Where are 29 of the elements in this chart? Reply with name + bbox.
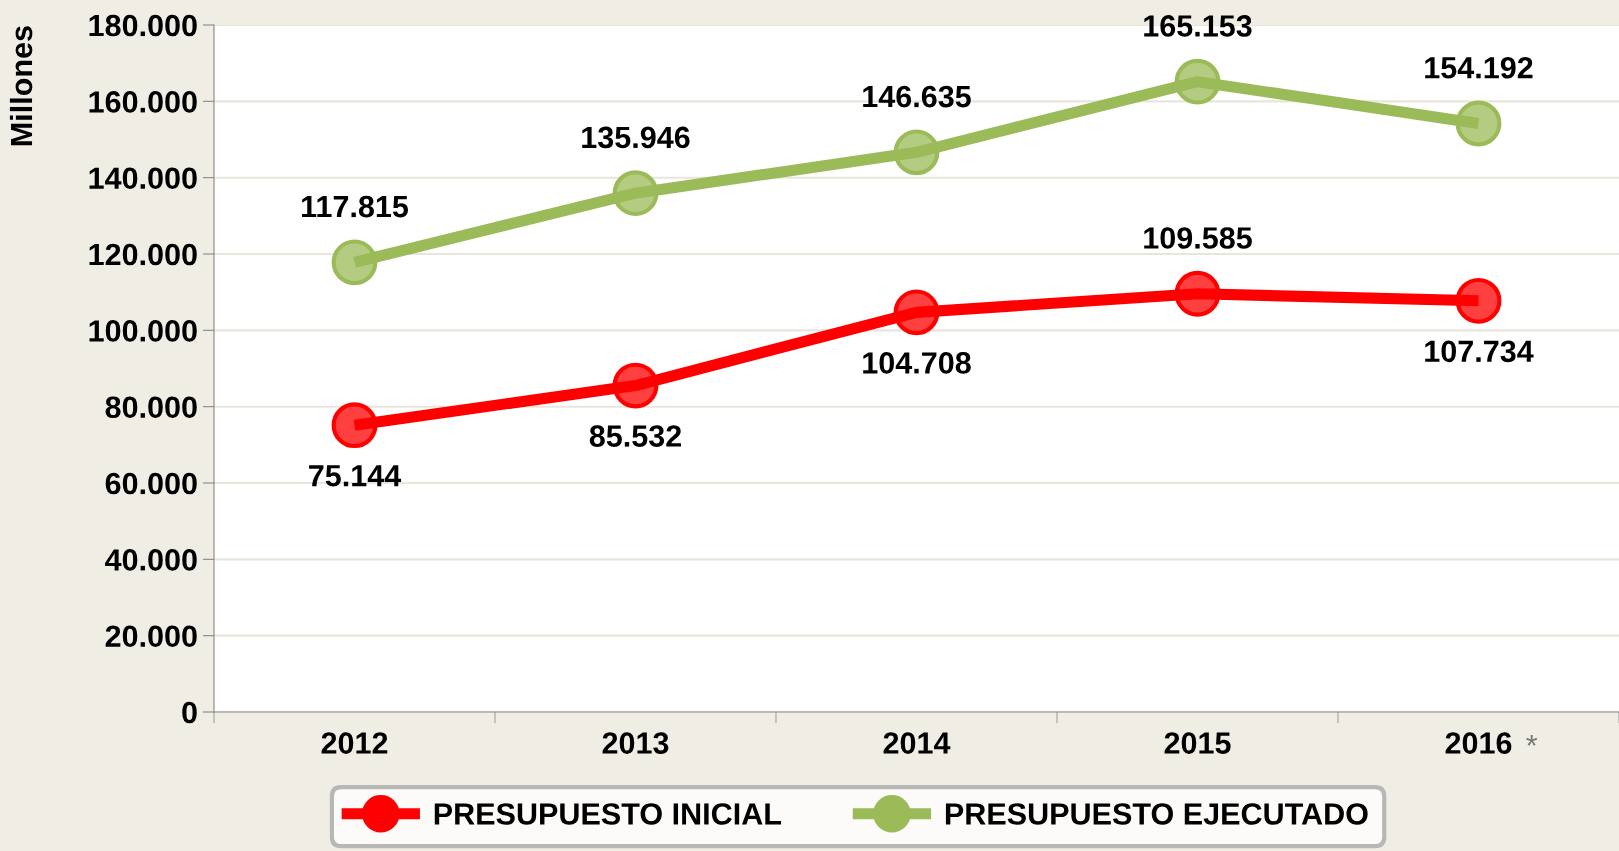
y-tick-label: 0 (182, 701, 197, 724)
data-label: 146.635 (863, 85, 971, 108)
data-label: 165.153 (1144, 15, 1252, 37)
legend-label: PRESUPUESTO INICIAL (434, 803, 781, 825)
x-tick-label: 2016 (1445, 732, 1512, 754)
y-tick-label: 140.000 (89, 167, 197, 190)
y-tick-label: 180.000 (89, 14, 197, 37)
y-tick-label: 40.000 (105, 549, 197, 571)
legend-label: PRESUPUESTO EJECUTADO (945, 803, 1368, 825)
x-tick-label: 2015 (1164, 732, 1231, 754)
data-label: 85.532 (589, 425, 682, 447)
data-label: 154.192 (1425, 56, 1533, 79)
y-tick-label: 160.000 (89, 91, 197, 113)
x-tick-label: 2012 (321, 732, 388, 754)
x-tick-label: 2014 (883, 732, 951, 754)
y-axis-title: Millones (9, 26, 33, 146)
y-tick-label: 120.000 (89, 243, 197, 266)
data-label: 117.815 (302, 195, 409, 218)
text: * (1526, 734, 1538, 746)
data-label: 109.585 (1144, 227, 1252, 249)
data-label: 107.734 (1425, 340, 1534, 363)
data-label: 135.946 (582, 126, 690, 149)
y-tick-label: 20.000 (105, 625, 197, 648)
y-tick-label: 80.000 (105, 396, 197, 419)
data-label: 75.144 (309, 465, 402, 487)
x-tick-label: 2013 (602, 732, 669, 754)
data-label: 104.708 (863, 352, 971, 374)
y-tick-label: 100.000 (89, 320, 197, 342)
y-tick-label: 60.000 (105, 472, 197, 495)
